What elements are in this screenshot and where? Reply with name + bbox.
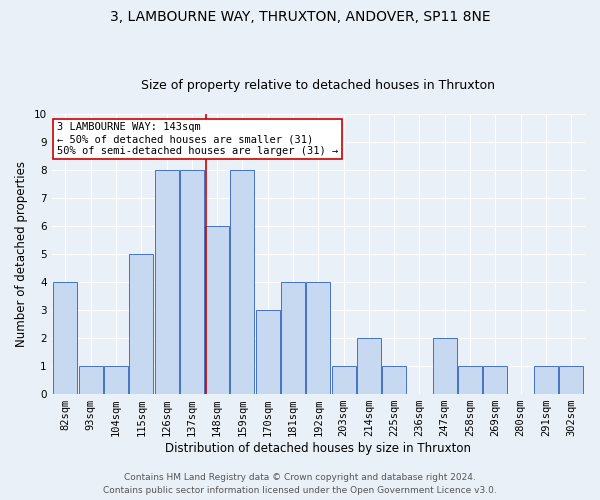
Bar — [483, 366, 507, 394]
Title: Size of property relative to detached houses in Thruxton: Size of property relative to detached ho… — [141, 79, 495, 92]
Bar — [559, 366, 583, 394]
Bar — [79, 366, 103, 394]
Y-axis label: Number of detached properties: Number of detached properties — [15, 161, 28, 347]
Bar — [104, 366, 128, 394]
Bar — [458, 366, 482, 394]
Bar — [332, 366, 356, 394]
Text: 3 LAMBOURNE WAY: 143sqm
← 50% of detached houses are smaller (31)
50% of semi-de: 3 LAMBOURNE WAY: 143sqm ← 50% of detache… — [57, 122, 338, 156]
Bar — [382, 366, 406, 394]
Bar — [155, 170, 179, 394]
Bar — [230, 170, 254, 394]
Bar — [129, 254, 154, 394]
X-axis label: Distribution of detached houses by size in Thruxton: Distribution of detached houses by size … — [165, 442, 471, 455]
Bar — [205, 226, 229, 394]
Text: 3, LAMBOURNE WAY, THRUXTON, ANDOVER, SP11 8NE: 3, LAMBOURNE WAY, THRUXTON, ANDOVER, SP1… — [110, 10, 490, 24]
Bar — [357, 338, 381, 394]
Bar — [53, 282, 77, 394]
Text: Contains HM Land Registry data © Crown copyright and database right 2024.
Contai: Contains HM Land Registry data © Crown c… — [103, 474, 497, 495]
Bar — [180, 170, 204, 394]
Bar — [534, 366, 558, 394]
Bar — [433, 338, 457, 394]
Bar — [281, 282, 305, 394]
Bar — [256, 310, 280, 394]
Bar — [306, 282, 330, 394]
